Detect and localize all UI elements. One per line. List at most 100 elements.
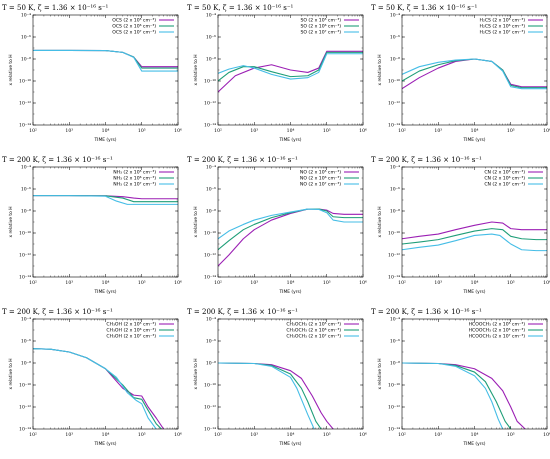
y-tick-label: 10⁻¹⁴ (388, 427, 400, 433)
legend-label: CN (2 x 10⁵ cm⁻³) (484, 170, 525, 176)
series-group (402, 221, 547, 252)
x-ticks: 10² 10³ 10⁴ 10⁵ 10⁶ (29, 15, 182, 134)
x-tick-label: 10⁵ (507, 432, 515, 438)
series-line-3 (402, 233, 547, 252)
y-tick-label: 10⁻⁴ (206, 165, 216, 171)
legend: H₂CS (2 x 10⁵ cm⁻³)H₂CS (2 x 10⁶ cm⁻³)H₂… (480, 18, 543, 36)
x-tick-label: 10⁶ (359, 280, 367, 286)
y-tick-label: 10⁻¹⁴ (388, 123, 400, 129)
series-line-1 (218, 362, 334, 429)
series-group (33, 195, 178, 205)
x-axis-label: TIME (yrs) (462, 137, 485, 143)
plot-frame (401, 166, 548, 278)
x-tick-label: 10⁵ (138, 280, 146, 286)
series-line-1 (33, 49, 178, 68)
y-tick-label: 10⁻¹⁰ (204, 383, 216, 389)
x-tick-label: 10⁴ (471, 128, 479, 134)
series-group (33, 49, 178, 72)
y-tick-label: 10⁻¹⁰ (388, 383, 400, 389)
x-tick-label: 10³ (65, 128, 73, 134)
legend-label: HCOOCH₃ (2 x 10⁷ cm⁻³) (469, 334, 526, 340)
y-tick-label: 10⁻⁸ (390, 209, 400, 215)
series-line-1 (402, 58, 547, 90)
chart-panel-9: T = 200 K, ζ = 1.36 × 10⁻¹⁶ s⁻¹ x relativ… (371, 308, 550, 447)
x-tick-label: 10⁵ (323, 280, 331, 286)
x-tick-label: 10³ (434, 280, 442, 286)
legend-label: CH₃OH (2 x 10⁶ cm⁻³) (106, 328, 156, 334)
y-tick-label: 10⁻⁸ (21, 57, 31, 63)
x-axis-label: TIME (yrs) (93, 289, 116, 295)
y-tick-label: 10⁻⁸ (206, 57, 216, 63)
x-tick-label: 10² (214, 280, 222, 286)
legend-label: CH₃OH (2 x 10⁷ cm⁻³) (106, 334, 156, 340)
chart-title: T = 200 K, ζ = 1.36 × 10⁻¹⁶ s⁻¹ (371, 308, 482, 316)
y-tick-label: 10⁻¹⁴ (204, 123, 216, 129)
x-axis-label: TIME (yrs) (278, 441, 301, 447)
y-axis-label: x relative to H (8, 206, 14, 237)
y-tick-label: 10⁻⁶ (390, 187, 400, 193)
x-tick-label: 10² (29, 432, 37, 438)
legend: NH₃ (2 x 10⁵ cm⁻³)NH₃ (2 x 10⁶ cm⁻³)NH₃ … (113, 170, 174, 188)
series-line-2 (402, 228, 547, 245)
legend-label: H₂CS (2 x 10⁷ cm⁻³) (480, 30, 526, 36)
x-axis-label: TIME (yrs) (93, 441, 116, 447)
y-tick-label: 10⁻⁸ (390, 57, 400, 63)
x-axis-label: TIME (yrs) (93, 137, 116, 143)
y-tick-label: 10⁻¹⁴ (19, 123, 31, 129)
y-tick-label: 10⁻⁶ (390, 35, 400, 41)
series-line-1 (402, 221, 547, 240)
y-tick-label: 10⁻⁶ (21, 339, 31, 345)
x-tick-label: 10⁵ (507, 128, 515, 134)
series-line-2 (218, 362, 322, 429)
chart-panel-4: T = 200 K, ζ = 1.36 × 10⁻¹⁶ s⁻¹ x relativ… (2, 156, 182, 295)
legend-label: H₂CS (2 x 10⁵ cm⁻³) (480, 18, 526, 24)
series-line-3 (218, 208, 363, 240)
chart-title: T = 200 K, ζ = 1.36 × 10⁻¹⁶ s⁻¹ (187, 308, 298, 316)
x-tick-label: 10³ (434, 128, 442, 134)
y-tick-label: 10⁻⁸ (390, 361, 400, 367)
series-line-3 (402, 362, 504, 429)
x-axis-label: TIME (yrs) (278, 289, 301, 295)
legend-label: CH₃OCH₃ (2 x 10⁶ cm⁻³) (286, 328, 341, 334)
legend-label: NO (2 x 10⁷ cm⁻³) (300, 182, 341, 188)
y-tick-label: 10⁻¹² (19, 405, 31, 411)
x-tick-label: 10⁴ (102, 280, 110, 286)
legend-label: SO (2 x 10⁷ cm⁻³) (300, 30, 341, 36)
legend: NO (2 x 10⁵ cm⁻³)NO (2 x 10⁶ cm⁻³)NO (2 … (300, 170, 359, 188)
plot-frame (32, 14, 179, 126)
x-tick-label: 10³ (250, 432, 258, 438)
series-line-3 (218, 362, 315, 429)
x-tick-label: 10⁵ (323, 432, 331, 438)
y-tick-label: 10⁻⁴ (206, 13, 216, 19)
x-tick-label: 10⁶ (543, 280, 550, 286)
x-tick-label: 10⁵ (138, 432, 146, 438)
x-tick-label: 10⁴ (287, 128, 295, 134)
series-group (218, 50, 363, 93)
y-tick-label: 10⁻⁴ (206, 317, 216, 323)
x-tick-label: 10⁶ (174, 432, 182, 438)
y-tick-label: 10⁻¹⁰ (388, 231, 400, 237)
x-tick-label: 10⁴ (102, 432, 110, 438)
series-line-2 (402, 362, 512, 429)
x-ticks: 10² 10³ 10⁴ 10⁵ 10⁶ (398, 167, 550, 286)
x-tick-label: 10² (214, 128, 222, 134)
y-tick-label: 10⁻⁴ (390, 13, 400, 19)
y-tick-label: 10⁻¹⁰ (204, 79, 216, 85)
y-tick-label: 10⁻¹⁰ (19, 231, 31, 237)
chart-panel-3: T = 50 K, ζ = 1.36 × 10⁻¹⁶ s⁻¹ x relative… (371, 4, 550, 143)
y-tick-label: 10⁻⁴ (390, 317, 400, 323)
y-tick-label: 10⁻¹⁰ (19, 79, 31, 85)
y-tick-label: 10⁻⁴ (21, 317, 31, 323)
y-tick-label: 10⁻⁴ (21, 165, 31, 171)
legend-label: NO (2 x 10⁶ cm⁻³) (300, 176, 341, 182)
x-tick-label: 10⁴ (102, 128, 110, 134)
x-tick-label: 10⁶ (174, 128, 182, 134)
x-ticks: 10² 10³ 10⁴ 10⁵ 10⁶ (214, 167, 367, 286)
y-tick-label: 10⁻⁶ (206, 339, 216, 345)
legend-label: NH₃ (2 x 10⁷ cm⁻³) (113, 182, 156, 188)
y-tick-label: 10⁻⁶ (21, 187, 31, 193)
series-group (218, 208, 363, 267)
x-tick-label: 10² (29, 280, 37, 286)
series-line-1 (33, 348, 165, 429)
y-tick-label: 10⁻¹⁴ (19, 275, 31, 281)
